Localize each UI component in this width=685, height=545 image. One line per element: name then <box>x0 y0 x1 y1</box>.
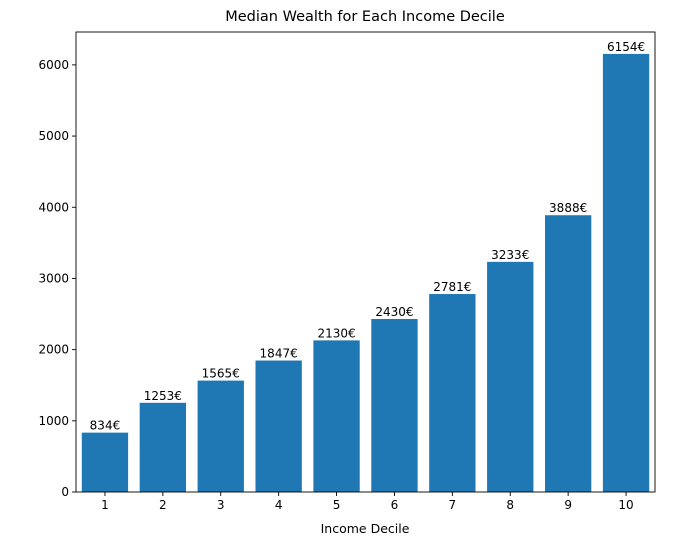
y-tick-label-2000: 2000 <box>38 343 69 357</box>
x-axis: 1 2 3 4 5 6 7 8 9 10 <box>101 492 634 512</box>
bar-decile-2 <box>139 402 187 492</box>
bar-decile-4 <box>255 360 302 492</box>
x-axis-label: Income Decile <box>321 521 410 536</box>
y-axis: 0 1000 2000 3000 4000 5000 6000 <box>38 58 76 499</box>
x-tick-label-8: 8 <box>506 498 514 512</box>
data-label-decile-1: 834€ <box>90 419 121 433</box>
data-label-decile-2: 1253€ <box>144 389 182 403</box>
data-label-decile-8: 3233€ <box>491 248 529 262</box>
x-tick-label-7: 7 <box>449 498 457 512</box>
bar-decile-1 <box>81 432 129 492</box>
bars-group <box>81 53 650 492</box>
x-tick-label-3: 3 <box>217 498 225 512</box>
bar-decile-3 <box>197 380 244 492</box>
y-tick-label-4000: 4000 <box>38 200 69 214</box>
x-tick-label-9: 9 <box>564 498 572 512</box>
y-tick-label-6000: 6000 <box>38 58 69 72</box>
x-tick-label-4: 4 <box>275 498 283 512</box>
bar-decile-8 <box>487 261 534 492</box>
data-label-decile-3: 1565€ <box>202 367 240 381</box>
y-tick-label-3000: 3000 <box>38 271 69 285</box>
chart-title: Median Wealth for Each Income Decile <box>225 9 505 25</box>
data-label-decile-9: 3888€ <box>549 201 587 215</box>
y-tick-label-1000: 1000 <box>38 414 69 428</box>
x-tick-label-10: 10 <box>618 498 633 512</box>
x-tick-label-6: 6 <box>391 498 399 512</box>
data-label-decile-4: 1847€ <box>260 347 298 361</box>
data-label-decile-10: 6154€ <box>607 40 645 54</box>
data-labels-group: 834€ 1253€ 1565€ 1847€ 2130€ 2430€ 2781€ 3233€ 3… <box>90 40 645 433</box>
bar-decile-6 <box>371 319 418 492</box>
x-tick-label-1: 1 <box>101 498 109 512</box>
y-tick-label-5000: 5000 <box>38 129 69 143</box>
bar-decile-9 <box>544 215 592 492</box>
y-tick-label-0: 0 <box>61 485 69 499</box>
data-label-decile-6: 2430€ <box>375 305 413 319</box>
x-tick-label-2: 2 <box>159 498 167 512</box>
data-label-decile-7: 2781€ <box>433 280 471 294</box>
x-tick-label-5: 5 <box>333 498 341 512</box>
bar-decile-5 <box>313 340 360 492</box>
bar-decile-7 <box>429 294 476 492</box>
plot-frame <box>75 31 656 493</box>
bar-decile-10 <box>602 53 650 492</box>
data-label-decile-5: 2130€ <box>317 326 355 340</box>
